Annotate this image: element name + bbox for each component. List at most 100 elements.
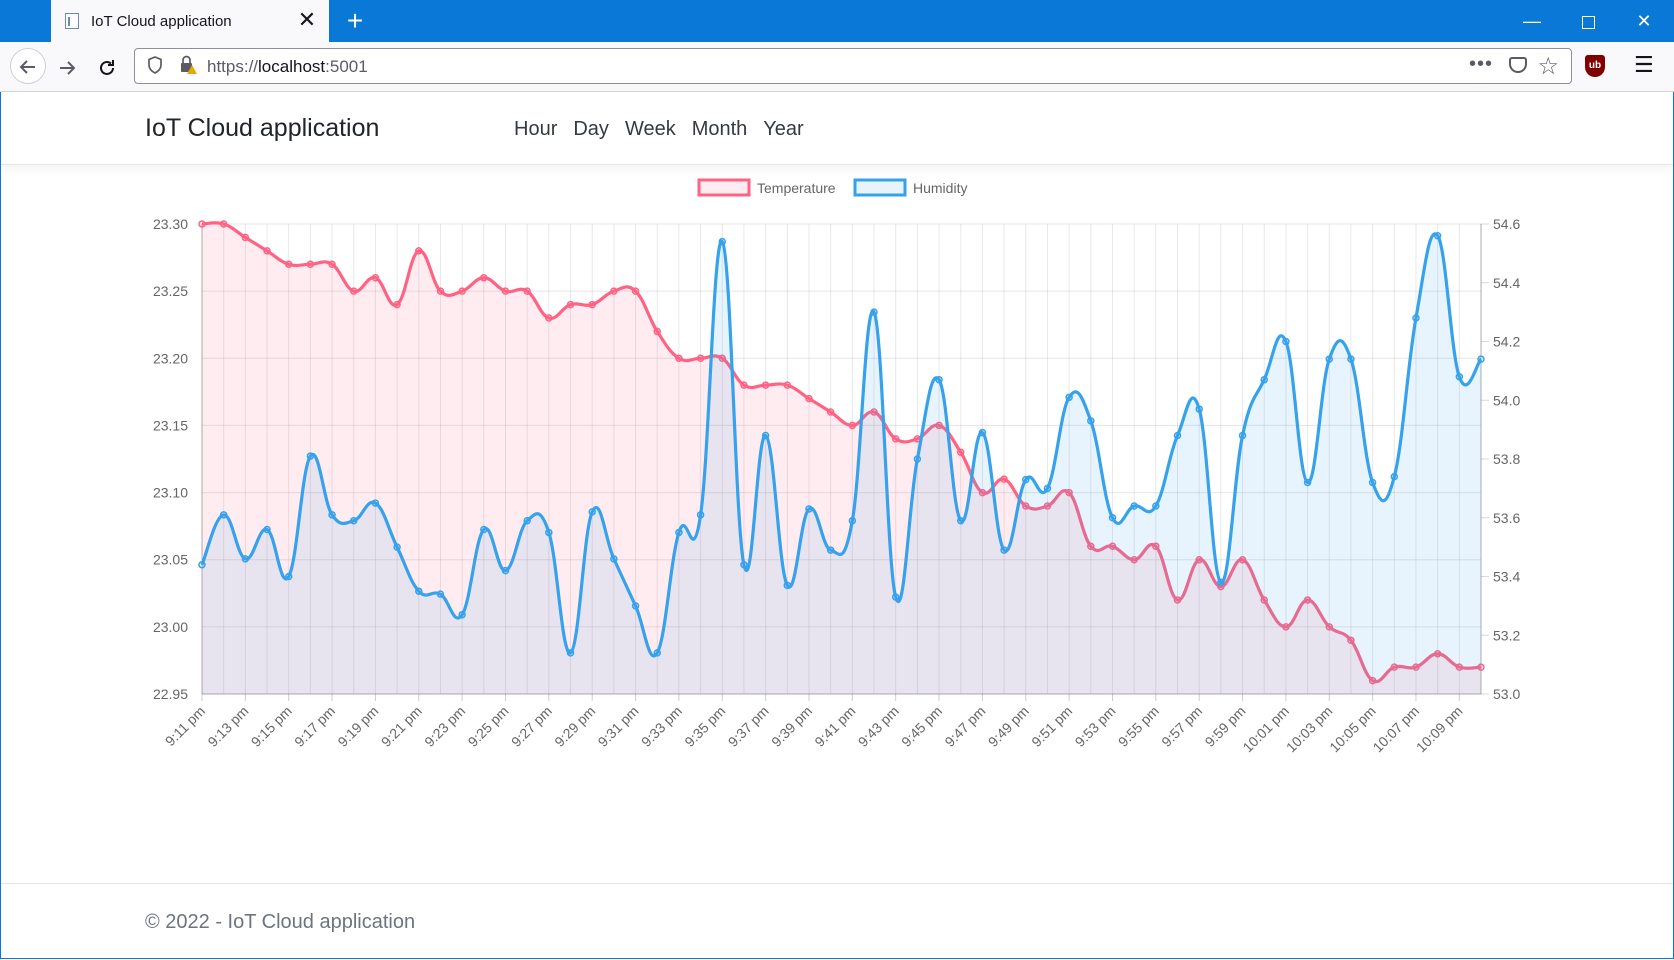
back-arrow-icon[interactable]	[10, 48, 46, 84]
nav-day[interactable]: Day	[573, 118, 609, 140]
humidity-point	[891, 593, 900, 601]
site-header: IoT Cloud application Hour Day Week Month Ye…	[0, 92, 1674, 165]
x-tick-label: 9:21 pm	[378, 703, 425, 750]
warning-icon	[187, 65, 197, 74]
y-right-tick-label: 53.6	[1493, 510, 1520, 526]
humidity-point	[1238, 431, 1247, 440]
humidity-point	[1087, 417, 1095, 425]
temperature-point	[1065, 488, 1073, 497]
humidity-point	[935, 375, 943, 384]
temperature-point	[1477, 663, 1485, 671]
url-host: localhost	[258, 57, 326, 76]
temperature-point	[480, 273, 488, 282]
x-tick-label: 9:43 pm	[855, 703, 902, 750]
y-right-tick-label: 53.0	[1493, 686, 1520, 702]
site-brand[interactable]: IoT Cloud application	[145, 114, 380, 142]
line-chart[interactable]: 23.30 23.25 23.20 23.15 23.10 23.05 23.00 22.95…	[0, 164, 1674, 784]
humidity-point	[848, 516, 857, 525]
humidity-point	[631, 602, 640, 610]
humidity-point	[588, 508, 596, 516]
humidity-point	[263, 525, 271, 534]
humidity-point	[870, 308, 878, 316]
x-tick-label: 10:03 pm	[1283, 703, 1336, 756]
nav-year[interactable]: Year	[763, 118, 804, 140]
x-tick-label: 9:23 pm	[421, 703, 468, 750]
x-tick-label: 9:37 pm	[725, 703, 772, 750]
temperature-point	[956, 448, 965, 457]
pocket-icon[interactable]	[1509, 57, 1527, 73]
nav-hour[interactable]: Hour	[514, 118, 558, 140]
temperature-point	[523, 287, 531, 295]
footer-copyright: © 2022 - IoT Cloud application	[145, 911, 416, 933]
page-actions-more-icon[interactable]: •••	[1468, 53, 1493, 75]
humidity-point	[826, 546, 835, 554]
window-minimize-button[interactable]: —	[1523, 11, 1541, 31]
y-right-tick-label: 54.0	[1493, 392, 1520, 408]
y-right-tick-label: 53.8	[1493, 451, 1520, 467]
x-tick-label: 9:19 pm	[334, 703, 381, 750]
temperature-point	[1260, 596, 1268, 604]
x-tick-label: 9:49 pm	[985, 703, 1032, 750]
x-tick-label: 9:29 pm	[551, 703, 598, 750]
maximize-icon	[1581, 15, 1595, 29]
window-maximize-button[interactable]	[1560, 0, 1616, 42]
humidity-point	[956, 516, 965, 525]
humidity-point	[1347, 355, 1355, 363]
humidity-area	[202, 233, 1481, 694]
humidity-line	[200, 232, 1483, 658]
humidity-point	[1282, 337, 1290, 346]
humidity-point	[1303, 478, 1312, 487]
y-right-tick-label: 53.4	[1493, 569, 1520, 585]
temperature-point	[198, 220, 206, 228]
page-favicon-icon	[65, 13, 79, 29]
temperature-point	[675, 354, 683, 363]
x-tick-label: 9:25 pm	[465, 703, 512, 750]
temperature-point	[1152, 542, 1160, 551]
x-tick-label: 9:51 pm	[1028, 703, 1075, 750]
humidity-point	[913, 455, 922, 463]
bookmark-star-icon[interactable]: ☆	[1537, 53, 1559, 80]
humidity-point	[219, 511, 228, 519]
temperature-point	[631, 287, 640, 295]
y-left-tick-label: 23.05	[153, 552, 188, 568]
temperature-point	[371, 273, 380, 282]
browser-tab[interactable]: IoT Cloud application ✕	[51, 0, 329, 42]
humidity-point	[393, 543, 401, 551]
reload-icon[interactable]	[92, 52, 122, 82]
temperature-point	[1368, 676, 1377, 685]
temperature-point	[1455, 663, 1464, 671]
ublock-extension-icon[interactable]: ub	[1585, 55, 1605, 77]
sensor-chart: 23.30 23.25 23.20 23.15 23.10 23.05 23.00 22.95…	[0, 164, 1674, 784]
temperature-point	[284, 260, 293, 269]
forward-arrow-icon[interactable]	[52, 52, 82, 82]
humidity-point	[1043, 484, 1052, 493]
humidity-point	[1390, 472, 1399, 481]
temperature-legend-label: Temperature	[757, 180, 836, 196]
humidity-point	[415, 587, 423, 595]
y-left-tick-label: 23.10	[153, 485, 188, 501]
humidity-point	[241, 555, 250, 563]
temperature-point	[1022, 502, 1030, 510]
temperature-point	[805, 394, 813, 403]
temperature-point	[306, 260, 315, 269]
temperature-point	[891, 435, 900, 443]
address-bar[interactable]: https://localhost:5001 ••• ☆	[134, 48, 1572, 84]
temperature-point	[241, 233, 250, 242]
temperature-point	[935, 421, 943, 430]
tracking-shield-icon[interactable]	[147, 56, 163, 79]
x-tick-label: 10:07 pm	[1369, 703, 1422, 756]
nav-week[interactable]: Week	[624, 118, 676, 140]
nav-month[interactable]: Month	[691, 118, 748, 140]
humidity-point	[978, 428, 987, 437]
url-scheme: https://	[207, 57, 259, 76]
tab-close-icon[interactable]: ✕	[297, 7, 317, 32]
humidity-point	[306, 452, 315, 460]
humidity-point	[284, 572, 293, 581]
x-tick-label: 9:13 pm	[204, 703, 251, 750]
temperature-point	[870, 408, 878, 416]
hamburger-menu-icon[interactable]: ☰	[1634, 52, 1654, 77]
new-tab-button[interactable]: +	[346, 5, 364, 36]
window-close-button[interactable]: ✕	[1636, 11, 1652, 31]
y-left-tick-label: 23.30	[153, 216, 188, 232]
x-tick-label: 9:53 pm	[1072, 703, 1119, 750]
